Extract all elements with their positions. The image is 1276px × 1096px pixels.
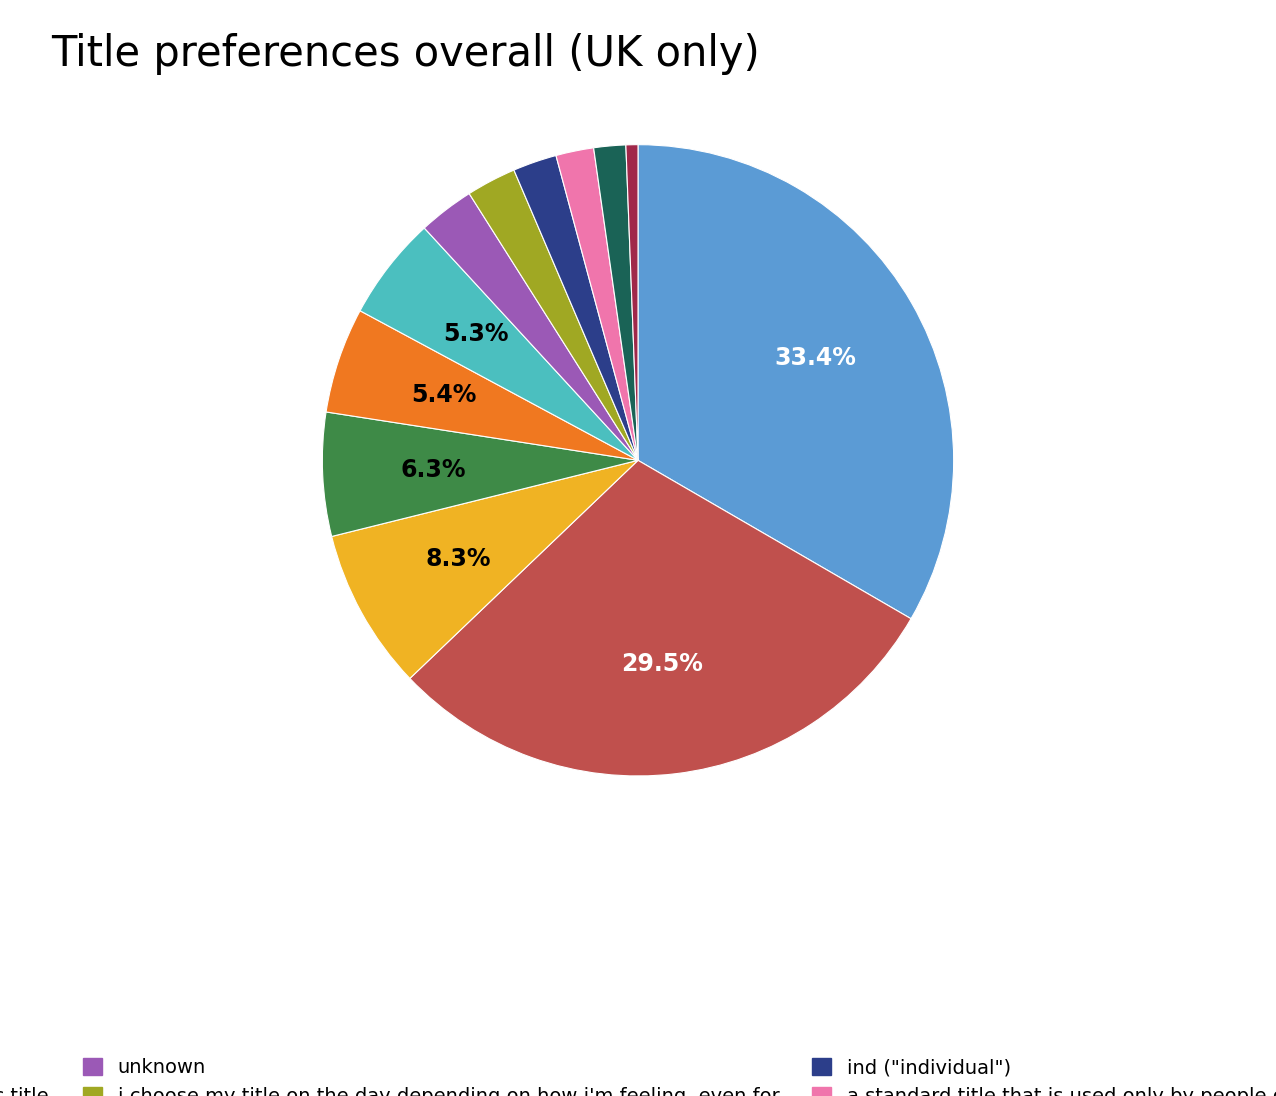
Text: 5.3%: 5.3% — [443, 322, 509, 346]
Text: 29.5%: 29.5% — [621, 652, 703, 676]
Wedge shape — [638, 145, 953, 619]
Wedge shape — [470, 170, 638, 460]
Text: 5.4%: 5.4% — [411, 383, 476, 407]
Text: 33.4%: 33.4% — [775, 346, 856, 370]
Wedge shape — [556, 148, 638, 460]
Legend: mx, no title at all, mr, miss, non-gendered professional or academic title..., m: mx, no title at all, mr, miss, non-gende… — [0, 1048, 1276, 1096]
Wedge shape — [593, 145, 638, 460]
Wedge shape — [425, 194, 638, 460]
Wedge shape — [323, 412, 638, 536]
Wedge shape — [625, 145, 638, 460]
Wedge shape — [327, 311, 638, 460]
Wedge shape — [360, 228, 638, 460]
Wedge shape — [514, 156, 638, 460]
Text: 6.3%: 6.3% — [401, 457, 466, 481]
Text: 8.3%: 8.3% — [425, 547, 491, 571]
Wedge shape — [410, 460, 911, 776]
Text: Title preferences overall (UK only): Title preferences overall (UK only) — [51, 33, 759, 75]
Wedge shape — [332, 460, 638, 678]
